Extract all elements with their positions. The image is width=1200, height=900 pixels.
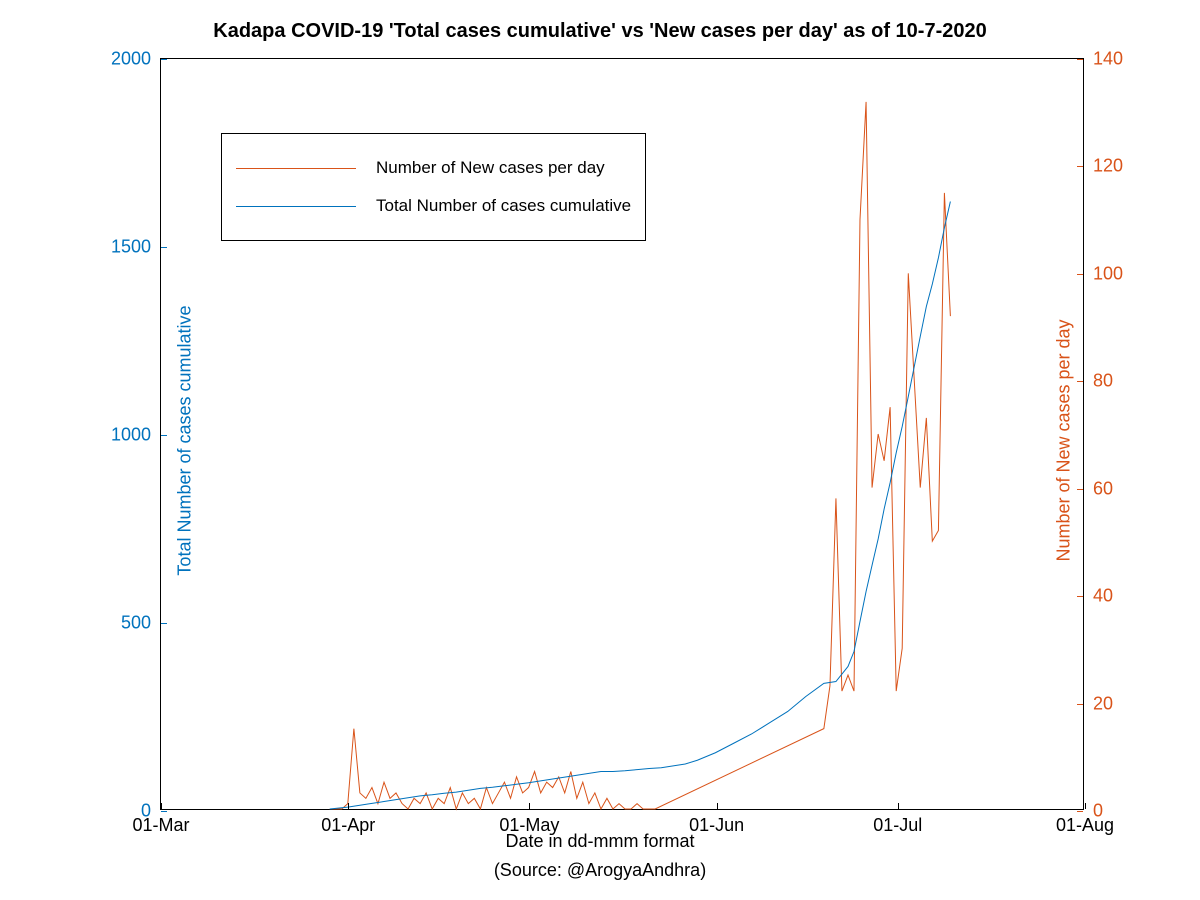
x-tick-mark	[898, 803, 899, 809]
y-right-tick-label: 60	[1093, 478, 1113, 499]
x-tick-mark	[1085, 803, 1086, 809]
x-tick-mark	[348, 803, 349, 809]
y-right-tick-mark	[1077, 381, 1083, 382]
legend-item-new: Number of New cases per day	[236, 154, 631, 182]
y-left-axis-label: Total Number of cases cumulative	[175, 305, 196, 575]
y-right-tick-mark	[1077, 811, 1083, 812]
chart-title: Kadapa COVID-19 'Total cases cumulative'…	[0, 20, 1200, 43]
x-tick-mark	[161, 803, 162, 809]
y-left-tick-label: 1500	[111, 237, 151, 258]
y-right-tick-mark	[1077, 274, 1083, 275]
y-right-tick-mark	[1077, 59, 1083, 60]
x-axis-label: Date in dd-mmm format (Source: @ArogyaAn…	[0, 827, 1200, 885]
x-axis-source: (Source: @ArogyaAndhra)	[494, 860, 706, 880]
x-tick-mark	[717, 803, 718, 809]
y-right-tick-label: 100	[1093, 263, 1123, 284]
line-cumulative	[330, 202, 951, 809]
y-left-tick-mark	[161, 811, 167, 812]
y-left-tick-mark	[161, 247, 167, 248]
y-right-axis-label: Number of New cases per day	[1053, 319, 1074, 561]
legend: Number of New cases per day Total Number…	[221, 133, 646, 241]
y-left-tick-label: 500	[121, 613, 151, 634]
y-left-tick-mark	[161, 435, 167, 436]
y-left-tick-label: 2000	[111, 49, 151, 70]
legend-label-cumulative: Total Number of cases cumulative	[376, 196, 631, 216]
y-left-tick-mark	[161, 623, 167, 624]
y-left-tick-mark	[161, 59, 167, 60]
plot-area: Number of New cases per day Total Number…	[160, 58, 1084, 810]
x-tick-mark	[529, 803, 530, 809]
legend-swatch-cumulative	[236, 206, 356, 207]
y-right-tick-label: 140	[1093, 49, 1123, 70]
y-right-tick-mark	[1077, 489, 1083, 490]
y-left-tick-label: 1000	[111, 425, 151, 446]
legend-swatch-new	[236, 168, 356, 169]
y-right-tick-label: 120	[1093, 156, 1123, 177]
y-right-tick-label: 80	[1093, 371, 1113, 392]
x-axis-label-text: Date in dd-mmm format	[505, 831, 694, 851]
y-right-tick-mark	[1077, 704, 1083, 705]
y-right-tick-label: 20	[1093, 693, 1113, 714]
y-right-tick-label: 40	[1093, 586, 1113, 607]
legend-label-new: Number of New cases per day	[376, 158, 605, 178]
y-right-tick-mark	[1077, 596, 1083, 597]
legend-item-cumulative: Total Number of cases cumulative	[236, 192, 631, 220]
chart-container: Kadapa COVID-19 'Total cases cumulative'…	[0, 0, 1200, 900]
y-right-tick-mark	[1077, 166, 1083, 167]
